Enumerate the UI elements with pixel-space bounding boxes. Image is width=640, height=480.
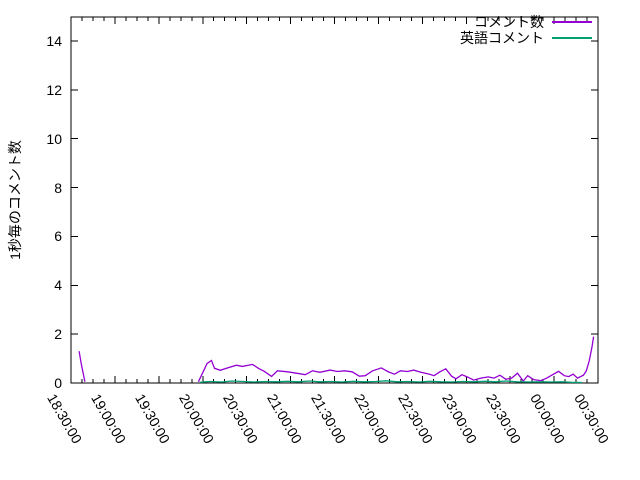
y-tick-label: 8 [54, 179, 62, 196]
legend-label: コメント数 [474, 14, 544, 30]
y-tick-label: 2 [54, 326, 62, 343]
legend: コメント数 英語コメント [460, 14, 592, 46]
y-tick-label: 14 [46, 33, 62, 49]
legend-line-swatch [552, 21, 592, 23]
legend-entry: コメント数 [474, 14, 592, 30]
y-tick-label: 4 [54, 277, 62, 294]
y-tick-label: 6 [54, 228, 62, 245]
legend-entry: 英語コメント [460, 30, 592, 46]
plot-border [70, 16, 599, 384]
y-tick-label: 0 [54, 375, 62, 391]
series-line-1 [199, 380, 582, 384]
series-line-0 [78, 351, 86, 382]
y-tick-label: 12 [46, 81, 62, 98]
y-tick-label: 10 [46, 130, 62, 147]
series-line-0 [197, 336, 595, 383]
legend-line-swatch [552, 37, 592, 39]
legend-label: 英語コメント [460, 30, 544, 46]
